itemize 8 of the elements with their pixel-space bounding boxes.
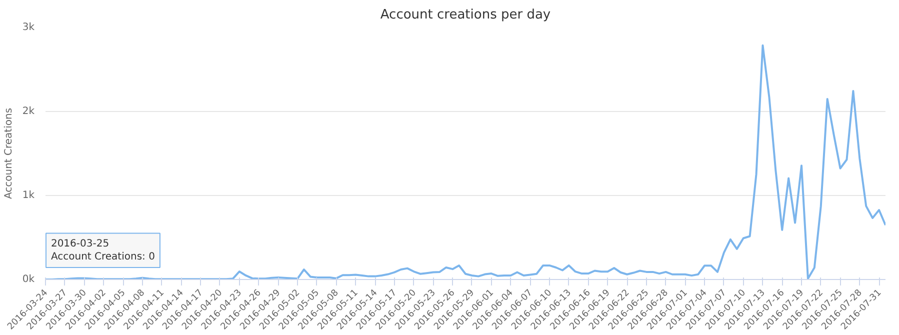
line-series [46, 44, 886, 280]
annotation: 2016-03-25 Account Creations: 0 [50, 238, 155, 262]
y-axis-title: Account Creations [3, 108, 14, 200]
chart-title: Account creations per day [380, 8, 551, 22]
y-tick-label: 3k [22, 22, 35, 33]
y-tick-label: 2k [22, 106, 35, 117]
y-tick-label: 1k [22, 190, 35, 201]
y-tick-label: 0k [22, 274, 35, 285]
